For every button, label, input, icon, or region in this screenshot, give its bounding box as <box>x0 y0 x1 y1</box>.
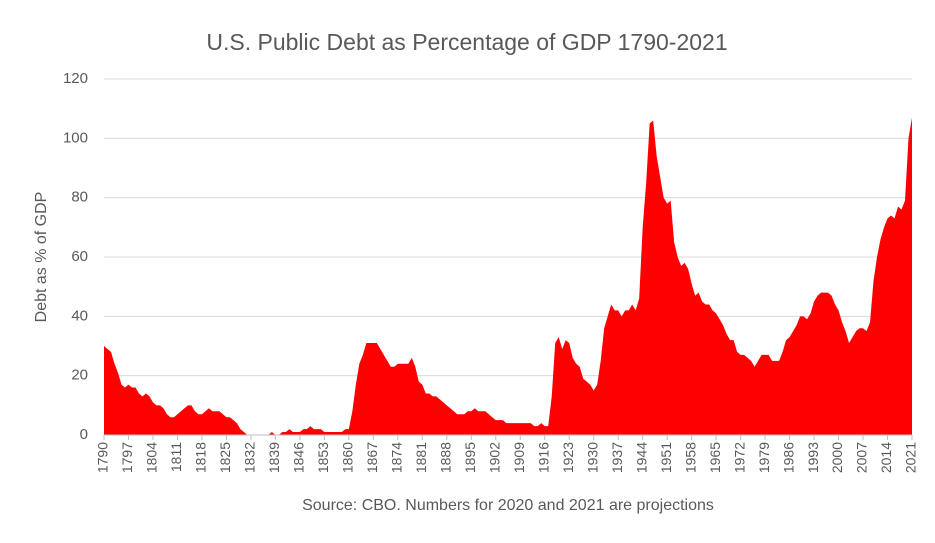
x-tick-label: 2007 <box>854 442 870 473</box>
chart-title: U.S. Public Debt as Percentage of GDP 17… <box>206 29 727 55</box>
x-tick-label: 1825 <box>217 442 233 473</box>
x-tick-label: 1944 <box>633 442 649 473</box>
x-tick-label: 2014 <box>878 442 894 473</box>
x-tick-label: 1860 <box>340 442 356 473</box>
x-tick-label: 1853 <box>315 442 331 473</box>
x-tick-label: 1846 <box>291 442 307 473</box>
x-tick-label: 1804 <box>144 442 160 473</box>
x-tick-label: 1923 <box>560 442 576 473</box>
x-tick-label: 1874 <box>389 442 405 473</box>
y-tick-label: 60 <box>71 248 88 265</box>
x-tick-label: 1993 <box>805 442 821 473</box>
x-tick-label: 1909 <box>511 442 527 473</box>
x-tick-label: 1979 <box>756 442 772 473</box>
x-tick-label: 2021 <box>903 442 919 473</box>
x-tick-label: 1965 <box>707 442 723 473</box>
x-tick-label: 1818 <box>193 442 209 473</box>
y-tick-label: 20 <box>71 367 88 384</box>
x-tick-label: 1937 <box>609 442 625 473</box>
y-tick-label: 120 <box>63 70 88 87</box>
x-tick-label: 1811 <box>168 442 184 472</box>
y-tick-label: 100 <box>63 129 88 146</box>
x-tick-label: 1930 <box>584 442 600 473</box>
y-tick-label: 40 <box>71 307 88 324</box>
x-tick-label: 2000 <box>829 442 845 473</box>
label-layer: 0 20 40 60 80 100 120 1790 1797 1804 1811 1818 1825 1… <box>63 70 919 473</box>
area <box>104 117 912 436</box>
y-tick-label: 0 <box>80 426 88 443</box>
x-tick-label: 1916 <box>535 442 551 473</box>
x-tick-label: 1839 <box>266 442 282 473</box>
x-tick-label: 1832 <box>242 442 258 473</box>
y-tick-label: 80 <box>71 189 88 206</box>
x-tick-label: 1986 <box>780 442 796 473</box>
x-tick-label: 1881 <box>413 442 429 473</box>
y-axis-label: Debt as % of GDP <box>33 192 50 323</box>
x-tick-label: 1951 <box>658 442 674 473</box>
x-tick-label: 1790 <box>95 442 111 473</box>
x-tick-label: 1888 <box>437 442 453 473</box>
x-tick-label: 1958 <box>682 442 698 473</box>
x-tick-label: 1902 <box>486 442 502 473</box>
x-tick-label: 1895 <box>462 442 478 473</box>
source-note: Source: CBO. Numbers for 2020 and 2021 a… <box>302 497 714 514</box>
x-tick-label: 1867 <box>364 442 380 473</box>
x-tick-label: 1797 <box>119 442 135 473</box>
plot-layer <box>104 117 912 436</box>
x-tick-label: 1972 <box>731 442 747 473</box>
